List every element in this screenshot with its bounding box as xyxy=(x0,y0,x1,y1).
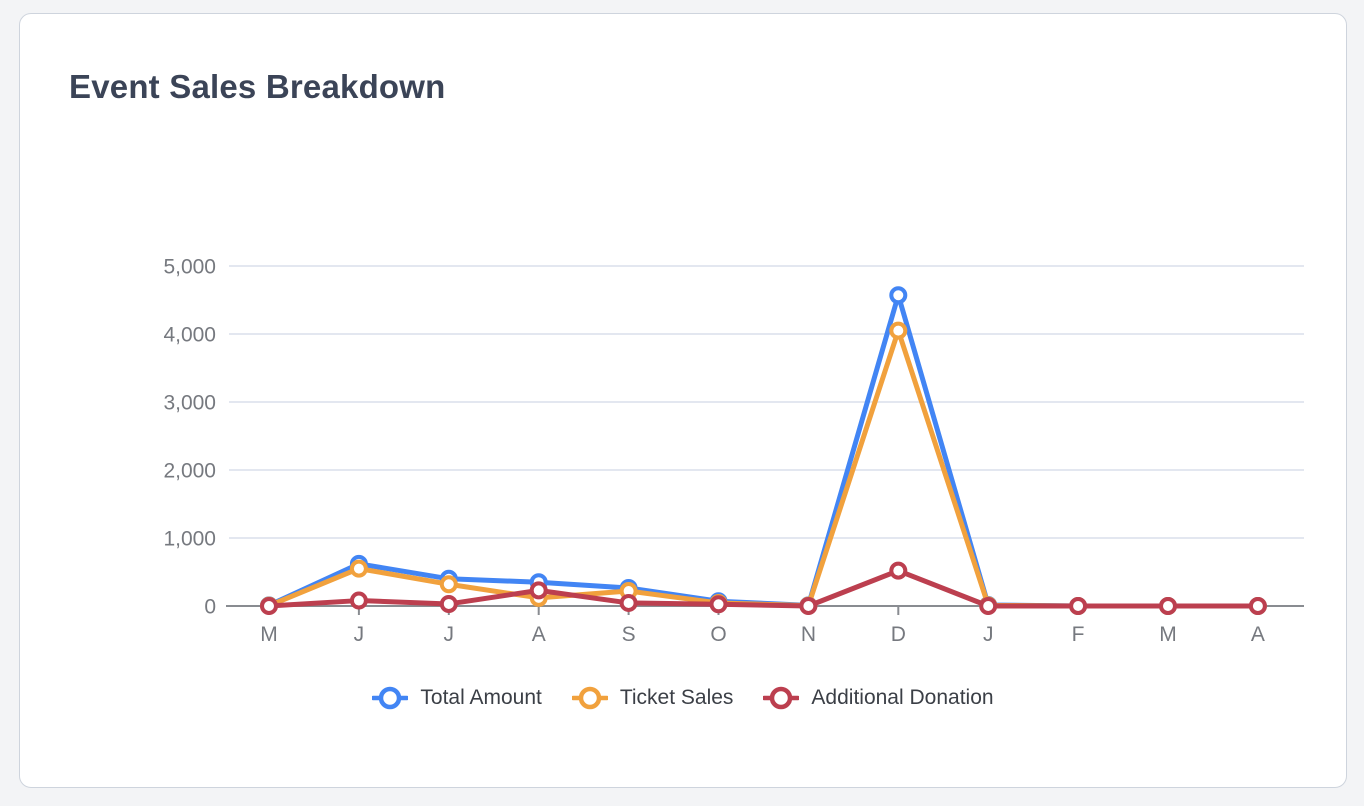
data-point-additional-donation[interactable] xyxy=(349,591,368,610)
legend-item-total-amount[interactable]: Total Amount xyxy=(372,684,542,712)
x-axis-tick-label: J xyxy=(354,623,365,646)
x-axis-tick-label: M xyxy=(260,623,278,646)
data-point-additional-donation[interactable] xyxy=(1069,597,1088,615)
data-point-ticket-sales[interactable] xyxy=(889,321,908,340)
legend-marker-icon xyxy=(763,686,800,710)
x-axis-tick-label: O xyxy=(710,623,726,646)
y-axis-tick-label: 5,000 xyxy=(163,256,216,279)
y-axis-tick-label: 4,000 xyxy=(163,324,216,347)
data-point-additional-donation[interactable] xyxy=(529,581,548,600)
event-sales-card: Event Sales Breakdown 0 1,000 2,000 3,000 4,… xyxy=(19,13,1347,788)
data-point-additional-donation[interactable] xyxy=(619,593,638,612)
data-point-additional-donation[interactable] xyxy=(889,561,908,580)
series-line-ticket-sales xyxy=(266,328,1261,609)
legend-label: Ticket Sales xyxy=(619,686,734,709)
series-line-total-amount xyxy=(266,292,1261,609)
data-point-additional-donation[interactable] xyxy=(709,595,728,614)
legend-label: Additional Donation xyxy=(811,686,994,709)
data-point-additional-donation[interactable] xyxy=(439,594,458,613)
x-axis-tick-label: J xyxy=(444,623,455,646)
data-point-ticket-sales[interactable] xyxy=(439,575,458,594)
x-axis-tick-label: A xyxy=(532,623,546,646)
page-title: Event Sales Breakdown xyxy=(69,68,446,105)
x-axis-tick-label: A xyxy=(1251,623,1265,646)
x-axis-tick-label: D xyxy=(891,623,906,646)
legend-item-additional-donation[interactable]: Additional Donation xyxy=(763,684,994,712)
data-point-additional-donation[interactable] xyxy=(799,597,818,615)
chart-legend: Total Amount Ticket Sales Additional Donat… xyxy=(20,684,1346,712)
legend-marker-icon xyxy=(372,686,409,710)
data-point-additional-donation[interactable] xyxy=(1159,597,1177,615)
data-point-ticket-sales[interactable] xyxy=(349,559,368,578)
data-point-additional-donation[interactable] xyxy=(1248,597,1267,615)
y-axis-tick-label: 3,000 xyxy=(163,392,216,415)
legend-marker-icon xyxy=(571,686,608,710)
y-axis-tick-label: 1,000 xyxy=(163,528,216,551)
x-axis-tick-label: J xyxy=(983,623,994,646)
data-point-total-amount[interactable] xyxy=(889,286,908,305)
legend-label: Total Amount xyxy=(420,686,542,709)
y-axis-tick-label: 2,000 xyxy=(163,460,216,483)
data-point-additional-donation[interactable] xyxy=(979,597,998,615)
series-line-additional-donation xyxy=(266,568,1261,609)
x-axis-tick-label: M xyxy=(1159,623,1177,646)
data-point-additional-donation[interactable] xyxy=(260,597,278,615)
x-axis-tick-label: N xyxy=(801,623,816,646)
x-axis-tick-label: S xyxy=(622,623,636,646)
sales-line-chart[interactable]: 0 1,000 2,000 3,000 4,000 5,000 M J J A S O N D J F M A xyxy=(20,14,1348,789)
legend-item-ticket-sales[interactable]: Ticket Sales xyxy=(571,684,734,712)
y-axis-tick-label: 0 xyxy=(204,596,216,619)
x-axis-tick-label: F xyxy=(1072,623,1085,646)
